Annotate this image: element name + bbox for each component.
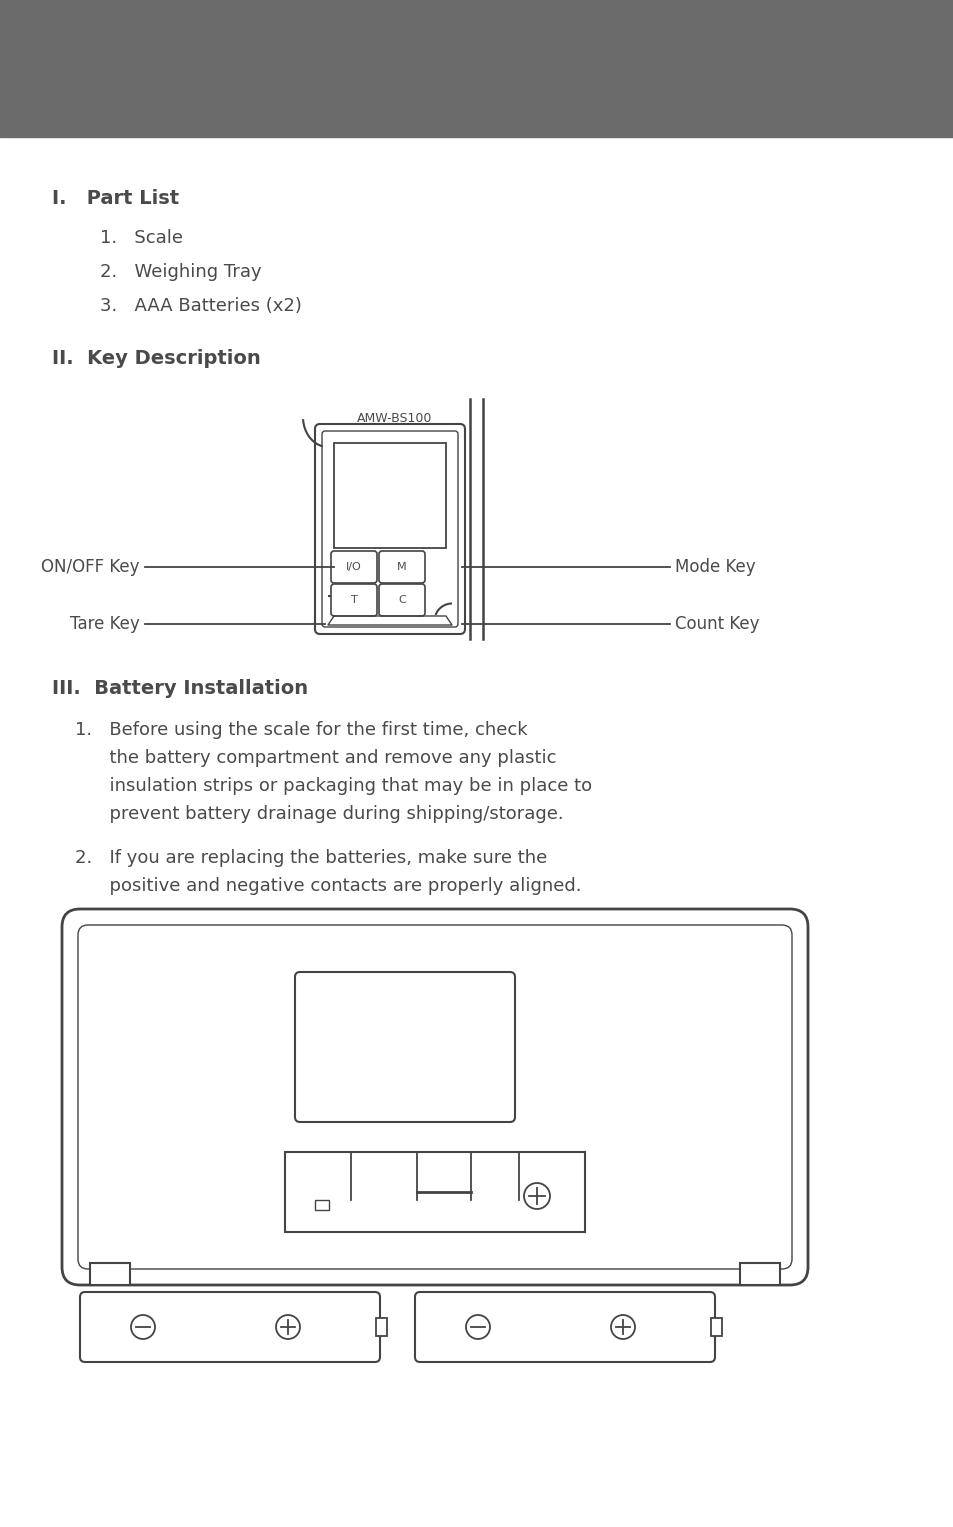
- Bar: [334, 443, 446, 548]
- FancyBboxPatch shape: [415, 1292, 714, 1362]
- Bar: [710, 1318, 721, 1336]
- Text: I/O: I/O: [346, 562, 361, 573]
- Text: AMW-BS100: AMW-BS100: [357, 412, 433, 425]
- FancyBboxPatch shape: [322, 431, 457, 628]
- Text: 2.   If you are replacing the batteries, make sure the: 2. If you are replacing the batteries, m…: [75, 849, 547, 867]
- Text: Tare Key: Tare Key: [71, 615, 140, 634]
- FancyBboxPatch shape: [294, 973, 515, 1122]
- Text: C: C: [397, 596, 405, 605]
- Text: Count Key: Count Key: [675, 615, 759, 634]
- Text: 2.   Weighing Tray: 2. Weighing Tray: [100, 263, 261, 281]
- Text: I.   Part List: I. Part List: [52, 189, 179, 208]
- FancyBboxPatch shape: [331, 583, 376, 615]
- Text: the battery compartment and remove any plastic: the battery compartment and remove any p…: [75, 750, 556, 767]
- Text: III.  Battery Installation: III. Battery Installation: [52, 680, 308, 698]
- FancyBboxPatch shape: [331, 551, 376, 583]
- Bar: [314, 1200, 329, 1209]
- Text: Mode Key: Mode Key: [675, 557, 755, 576]
- FancyBboxPatch shape: [62, 909, 807, 1286]
- Text: ON/OFF Key: ON/OFF Key: [42, 557, 140, 576]
- Text: 1.   Scale: 1. Scale: [100, 229, 183, 247]
- FancyBboxPatch shape: [378, 583, 424, 615]
- Bar: [285, 1151, 584, 1232]
- Text: M: M: [396, 562, 406, 573]
- FancyBboxPatch shape: [80, 1292, 379, 1362]
- Bar: [740, 1263, 780, 1286]
- Bar: [0, 0, 953, 137]
- Bar: [90, 1263, 130, 1286]
- FancyBboxPatch shape: [314, 425, 464, 634]
- Text: 3.   AAA Batteries (x2): 3. AAA Batteries (x2): [100, 296, 301, 315]
- Text: T: T: [351, 596, 357, 605]
- Bar: [375, 1318, 387, 1336]
- FancyBboxPatch shape: [78, 925, 791, 1269]
- Text: positive and negative contacts are properly aligned.: positive and negative contacts are prope…: [75, 876, 581, 895]
- Text: 1.   Before using the scale for the first time, check: 1. Before using the scale for the first …: [75, 721, 527, 739]
- Text: insulation strips or packaging that may be in place to: insulation strips or packaging that may …: [75, 777, 592, 796]
- FancyBboxPatch shape: [378, 551, 424, 583]
- Text: II.  Key Description: II. Key Description: [52, 350, 260, 368]
- Text: prevent battery drainage during shipping/storage.: prevent battery drainage during shipping…: [75, 805, 563, 823]
